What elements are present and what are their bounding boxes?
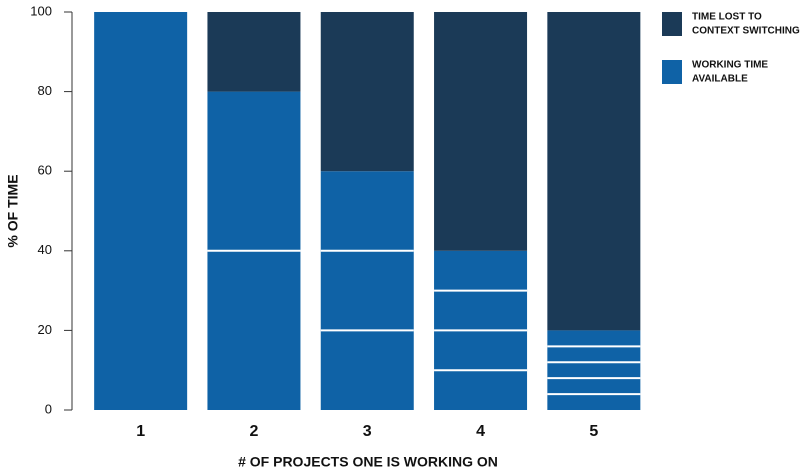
- x-tick-label: 5: [589, 423, 598, 440]
- x-tick-label: 4: [476, 423, 485, 440]
- bar-segment: [547, 330, 641, 410]
- x-tick-label: 1: [136, 423, 145, 440]
- y-tick-label: 100: [30, 3, 52, 18]
- legend-label: TIME LOST TO: [692, 12, 762, 23]
- x-tick-label: 3: [363, 423, 372, 440]
- legend-swatch: [662, 12, 682, 36]
- y-tick-label: 60: [38, 163, 52, 178]
- y-tick-label: 0: [45, 401, 52, 416]
- x-tick-label: 2: [249, 423, 258, 440]
- legend-label: AVAILABLE: [692, 74, 748, 85]
- bar-segment: [434, 12, 528, 251]
- y-tick-label: 80: [38, 83, 52, 98]
- bar-segment: [207, 12, 301, 92]
- bar-segment: [547, 12, 641, 331]
- legend-label: CONTEXT SWITCHING: [692, 26, 800, 37]
- y-tick-label: 40: [38, 242, 52, 257]
- y-axis-title: % OF TIME: [5, 174, 21, 247]
- x-axis-title: # OF PROJECTS ONE IS WORKING ON: [238, 454, 498, 470]
- legend-label: WORKING TIME: [692, 60, 768, 71]
- legend-swatch: [662, 60, 682, 84]
- y-tick-label: 20: [38, 322, 52, 337]
- bar-segment: [94, 12, 188, 410]
- bar-segment: [320, 12, 414, 172]
- bar-segment: [320, 171, 414, 410]
